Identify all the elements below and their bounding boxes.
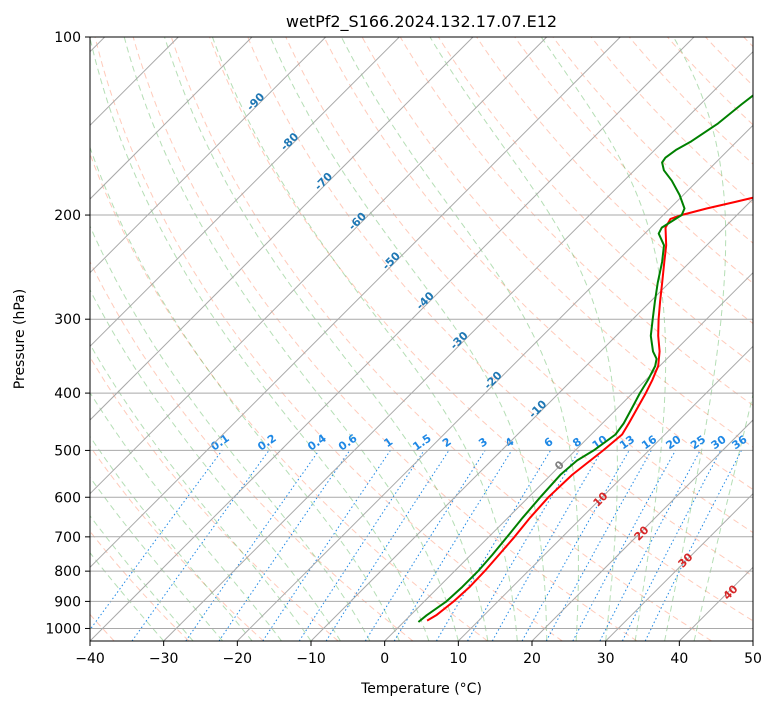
- isotherm-line: [90, 37, 548, 495]
- y-axis: 1000 900 800 700 600 500 400 300 200 100: [45, 30, 90, 637]
- moist-adiabat: [269, 37, 548, 641]
- dewpoint-profile: [417, 94, 753, 623]
- chart-title: wetPf2_S166.2024.132.17.07.E12: [286, 12, 557, 32]
- moist-adiabat: [664, 37, 727, 641]
- y-tick-label: 600: [54, 490, 81, 506]
- dry-adiabat: [323, 37, 753, 491]
- mixing-ratio-line: [325, 450, 450, 641]
- y-tick-label: 400: [54, 386, 81, 402]
- dry-adiabat: [628, 37, 753, 165]
- isotherm-line: [531, 419, 753, 641]
- moist-adiabat: [90, 435, 253, 641]
- moist-adiabat: [90, 224, 371, 641]
- y-tick-label: 100: [54, 30, 81, 46]
- mixing-ratio-line: [545, 450, 652, 641]
- isotherm-line: [163, 50, 753, 641]
- dry-adiabat: [90, 445, 264, 641]
- dry-adiabat: [209, 37, 753, 622]
- x-tick-label: 50: [744, 651, 762, 667]
- mixing-ratio-line: [435, 450, 552, 641]
- moist-adiabat: [211, 37, 518, 641]
- temperature-profile: [426, 196, 753, 622]
- x-tick-label: −40: [75, 651, 105, 667]
- y-tick-label: 700: [54, 530, 81, 546]
- moist-adiabat: [90, 515, 194, 641]
- x-axis-title: Temperature (°C): [360, 681, 482, 697]
- dry-adiabat: [132, 37, 638, 641]
- isotherm-line: [90, 37, 474, 421]
- dry-adiabat: [90, 260, 414, 641]
- dry-adiabat: [94, 37, 563, 641]
- x-axis: −40 −30 −20 −10 0 10 20 30 40 50: [75, 641, 762, 667]
- x-tick-label: 0: [380, 651, 389, 667]
- moist-adiabat: [90, 288, 341, 641]
- isobars: [90, 37, 753, 629]
- moist-adiabat: [90, 476, 223, 641]
- x-tick-label: 30: [597, 651, 615, 667]
- sounding-profiles: [417, 94, 753, 623]
- mixing-ratio-line: [521, 450, 630, 641]
- moist-adiabat: [540, 37, 667, 641]
- x-tick-label: −20: [223, 651, 253, 667]
- moist-adiabat: [340, 37, 579, 641]
- plot-frame: [89, 36, 754, 642]
- moist-adiabat: [693, 392, 753, 641]
- skewed-isotherms: [90, 37, 753, 641]
- moist-adiabat: [429, 37, 618, 641]
- isotherm-line: [457, 345, 753, 641]
- moist-adiabats: [90, 37, 753, 641]
- x-tick-label: 20: [523, 651, 541, 667]
- moist-adiabat: [90, 145, 400, 641]
- y-axis-title: Pressure (hPa): [12, 289, 28, 389]
- isotherm-line: [90, 37, 327, 274]
- x-tick-label: −30: [149, 651, 179, 667]
- dry-adiabat: [170, 37, 712, 641]
- moist-adiabat: [164, 37, 489, 641]
- isotherm-line: [310, 198, 753, 641]
- y-tick-label: 300: [54, 312, 81, 328]
- mixing-ratio-line: [364, 450, 486, 641]
- y-tick-label: 800: [54, 564, 81, 580]
- y-tick-label: 1000: [45, 621, 81, 637]
- dry-adiabat: [247, 37, 753, 577]
- x-tick-label: 40: [670, 651, 688, 667]
- isotherm-line: [90, 37, 253, 200]
- dry-adiabats: [90, 37, 753, 641]
- dry-adiabat: [476, 37, 753, 325]
- isotherm-line: [605, 492, 753, 641]
- isotherm-line: [90, 37, 400, 348]
- isotherm-line: [236, 124, 753, 641]
- isotherm-line: [90, 37, 621, 569]
- mixing-ratio-line: [393, 450, 513, 641]
- y-tick-label: 200: [54, 208, 81, 224]
- y-tick-label: 500: [54, 443, 81, 459]
- dry-adiabat: [399, 37, 753, 407]
- y-tick-label: 900: [54, 594, 81, 610]
- mixing-ratio-line: [572, 450, 676, 641]
- mixing-ratio-line: [491, 450, 603, 641]
- moist-adiabat: [90, 37, 430, 641]
- dry-adiabat: [590, 37, 753, 205]
- isotherm-line: [90, 37, 695, 641]
- mixing-ratio-line: [218, 450, 351, 641]
- mixing-ratio-line: [90, 450, 223, 631]
- x-tick-label: 10: [449, 651, 467, 667]
- dry-adiabat: [514, 37, 753, 284]
- x-tick-label: −10: [296, 651, 326, 667]
- mixing-ratio-line: [131, 450, 270, 641]
- isotherm-line: [384, 271, 753, 641]
- mixing-ratio-line: [467, 450, 580, 641]
